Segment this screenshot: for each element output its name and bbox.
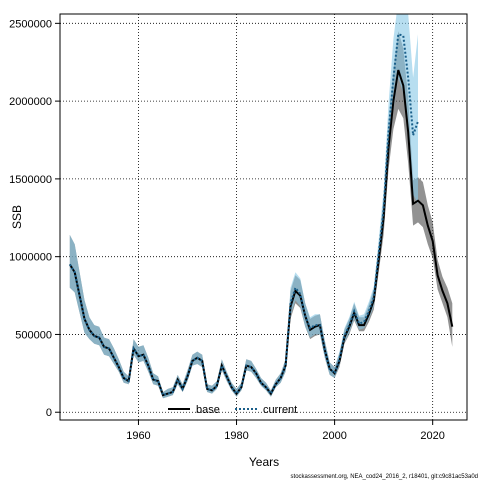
series-lines <box>68 32 454 397</box>
legend-label-current: current <box>263 404 297 416</box>
y-tick-label: 1000000 <box>9 252 52 264</box>
y-tick-label: 0 <box>46 407 52 419</box>
y-tick-label: 500000 <box>15 329 52 341</box>
y-tick-label: 1500000 <box>9 174 52 186</box>
y-axis: 0 500000 1000000 1500000 2000000 2500000 <box>9 18 60 419</box>
x-tick-label: 1980 <box>224 430 248 442</box>
legend-label-base: base <box>196 404 220 416</box>
x-tick-label: 2020 <box>420 430 444 442</box>
x-tick-label: 2000 <box>322 430 346 442</box>
plot-frame <box>59 13 468 421</box>
y-tick-label: 2500000 <box>9 18 52 30</box>
y-tick-label: 2000000 <box>9 96 52 108</box>
y-axis-title: SSB <box>10 205 24 229</box>
x-axis-title: Years <box>249 455 279 469</box>
line-current <box>68 32 419 397</box>
x-axis: 1960 1980 2000 2020 <box>126 420 445 442</box>
footer-credit: stockassessment.org, NEA_cod24_2016_2, r… <box>291 474 478 480</box>
x-tick-label: 1960 <box>126 430 150 442</box>
legend: base current <box>168 404 297 416</box>
